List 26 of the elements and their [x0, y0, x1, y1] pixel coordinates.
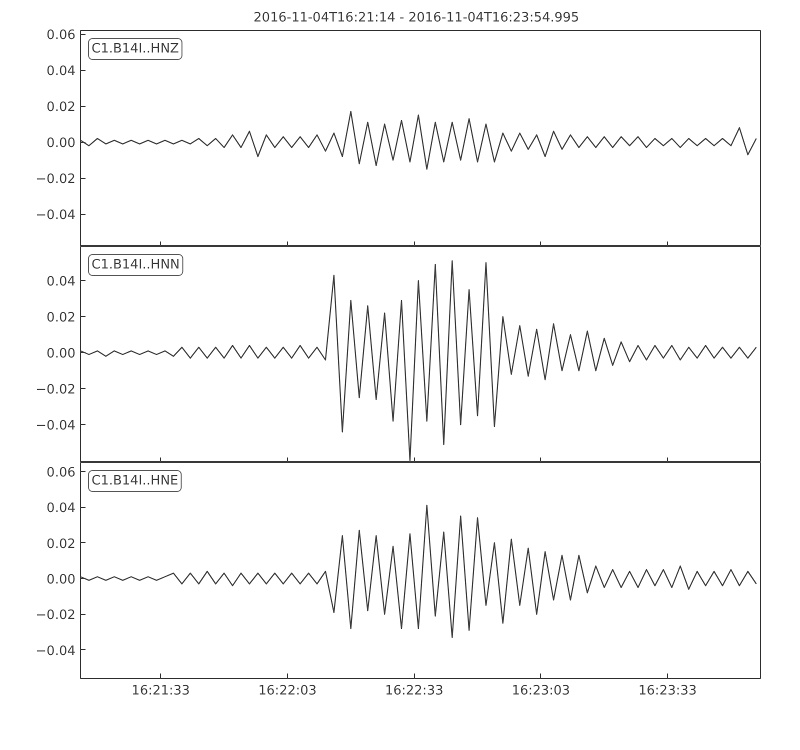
- y-tick-label: 0.02: [46, 100, 76, 116]
- x-tick-label: 16:22:03: [258, 684, 317, 698]
- annotation: C1.B14I..HNE: [92, 474, 178, 488]
- y-tick-label: 0.04: [46, 274, 76, 290]
- x-tick-label: 16:23:03: [512, 684, 570, 698]
- x-tick-label: 16:22:33: [384, 684, 444, 698]
- y-tick-label: 0.00: [46, 346, 76, 362]
- y-tick-label: 0.04: [46, 64, 76, 80]
- y-tick-label: 0.00: [46, 572, 76, 588]
- y-tick-label: −0.04: [36, 208, 76, 224]
- y-tick-label: −0.04: [36, 418, 76, 434]
- y-tick-label: 0.02: [46, 536, 76, 552]
- y-tick-label: 0.04: [46, 501, 76, 516]
- y-tick-label: −0.04: [36, 644, 76, 659]
- annotation: C1.B14I..HNZ: [92, 42, 180, 56]
- y-tick-label: 0.00: [46, 136, 76, 152]
- annotation: C1.B14I..HNN: [92, 258, 180, 272]
- y-tick-label: −0.02: [36, 172, 76, 188]
- y-tick-label: 0.02: [46, 310, 76, 326]
- y-tick-label: −0.02: [36, 382, 76, 398]
- x-tick-label: 16:21:33: [132, 684, 190, 698]
- chart-title: 2016-11-04T16:21:14 - 2016-11-04T16:23:54.995: [254, 10, 580, 26]
- y-tick-label: −0.02: [36, 608, 76, 624]
- x-tick-label: 16:23:33: [638, 684, 697, 698]
- y-tick-label: 0.06: [46, 465, 76, 480]
- y-tick-label: 0.06: [46, 28, 76, 44]
